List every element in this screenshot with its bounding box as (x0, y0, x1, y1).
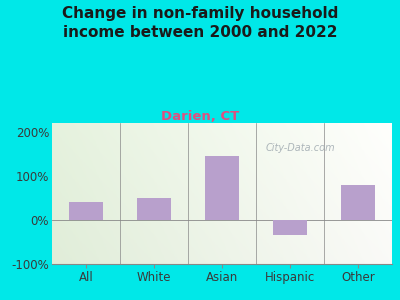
Text: Change in non-family household
income between 2000 and 2022: Change in non-family household income be… (62, 6, 338, 40)
Bar (205, 156, 239, 220)
Text: Darien, CT: Darien, CT (161, 110, 239, 122)
Bar (69, 202, 103, 220)
Text: City-Data.com: City-Data.com (265, 143, 335, 153)
Bar (137, 198, 171, 220)
Bar (341, 185, 375, 220)
Bar (273, 220, 307, 236)
